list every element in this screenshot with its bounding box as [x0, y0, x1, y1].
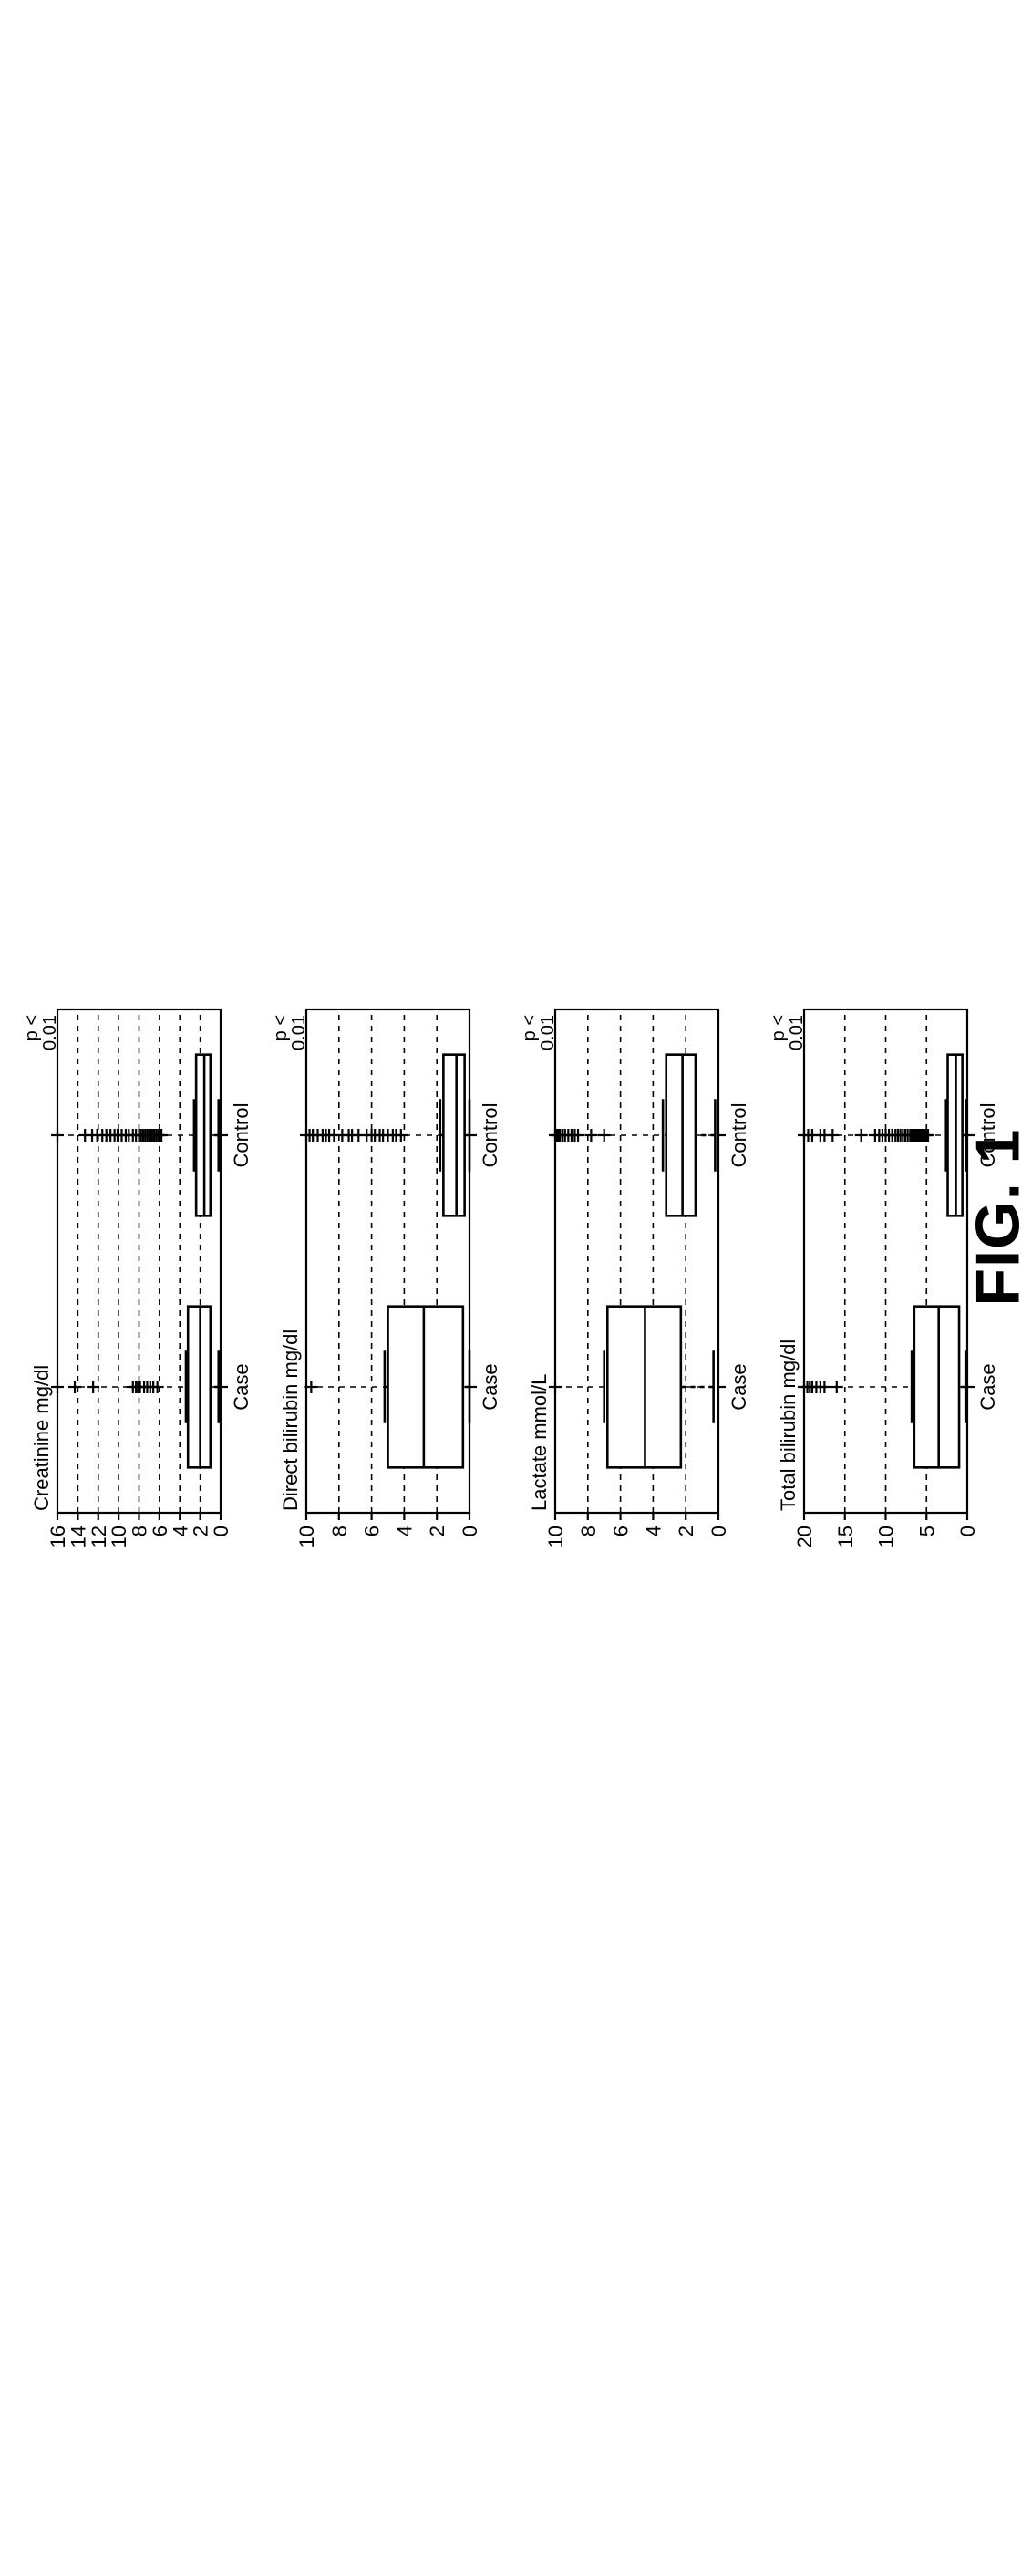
svg-text:6: 6 — [149, 1526, 171, 1536]
chart-title: Creatinine mg/dl — [30, 1365, 53, 1511]
svg-text:12: 12 — [88, 1526, 110, 1547]
svg-text:4: 4 — [169, 1526, 191, 1536]
svg-text:Control: Control — [728, 1103, 750, 1168]
svg-text:20: 20 — [793, 1526, 816, 1547]
svg-text:0: 0 — [210, 1526, 232, 1536]
svg-text:0: 0 — [707, 1526, 730, 1536]
svg-text:16: 16 — [46, 1526, 69, 1547]
svg-text:Case: Case — [230, 1363, 253, 1410]
chart-title: Lactate mmol/L — [528, 1374, 551, 1511]
svg-text:Case: Case — [728, 1363, 750, 1410]
chart-svg: 02468 10 Case Control Direct bilirubin mg/dl… — [275, 1000, 508, 1566]
svg-text:2: 2 — [675, 1526, 697, 1536]
svg-text:0: 0 — [956, 1526, 979, 1536]
svg-text:8: 8 — [577, 1526, 600, 1536]
svg-text:4: 4 — [642, 1526, 665, 1536]
svg-text:6: 6 — [361, 1526, 384, 1536]
svg-text:4: 4 — [393, 1526, 416, 1536]
svg-text:2: 2 — [190, 1526, 212, 1536]
svg-text:10: 10 — [875, 1526, 898, 1547]
svg-text:0.01: 0.01 — [289, 1015, 309, 1050]
svg-text:Control: Control — [479, 1103, 501, 1168]
svg-text:0.01: 0.01 — [538, 1015, 558, 1050]
panels-row: 0246810121416CaseControlCreatinine mg/dl… — [26, 1000, 1006, 1566]
figure-label: FIG. 1 — [963, 1129, 1032, 1307]
panel-creatinine: 0246810121416 Case Control Creatinine mg/dl… — [26, 1000, 259, 1566]
svg-text:8: 8 — [328, 1526, 351, 1536]
svg-text:14: 14 — [67, 1526, 89, 1547]
chart-title: Direct bilirubin mg/dl — [279, 1329, 302, 1511]
chart-title: Total bilirubin mg/dl — [777, 1340, 800, 1511]
svg-text:0: 0 — [459, 1526, 481, 1536]
svg-text:15: 15 — [834, 1526, 857, 1547]
svg-text:0.01: 0.01 — [787, 1015, 807, 1050]
svg-text:Case: Case — [976, 1363, 999, 1410]
svg-text:10: 10 — [108, 1526, 130, 1547]
svg-text:Control: Control — [230, 1103, 253, 1168]
panel-direct_bilirubin: 02468 10 Case Control Direct bilirubin mg/dl… — [275, 1000, 508, 1566]
chart-svg: 0246810121416 Case Control Creatinine mg/dl… — [26, 1000, 259, 1566]
chart-svg: 0246810CaseControlLactate mmol/Lp <0.01 — [524, 1000, 757, 1566]
panel-lactate: 0246810CaseControlLactate mmol/Lp <0.01 — [524, 1000, 757, 1566]
svg-text:2: 2 — [426, 1526, 449, 1536]
svg-text:Case: Case — [479, 1363, 501, 1410]
svg-text:6: 6 — [610, 1526, 633, 1536]
svg-text:10: 10 — [544, 1526, 567, 1547]
svg-text:5: 5 — [915, 1526, 938, 1536]
figure-container: 0246810121416CaseControlCreatinine mg/dl… — [18, 18, 1014, 2548]
svg-text:8: 8 — [129, 1526, 151, 1536]
svg-text:10: 10 — [295, 1526, 318, 1547]
svg-text:0.01: 0.01 — [40, 1015, 60, 1050]
